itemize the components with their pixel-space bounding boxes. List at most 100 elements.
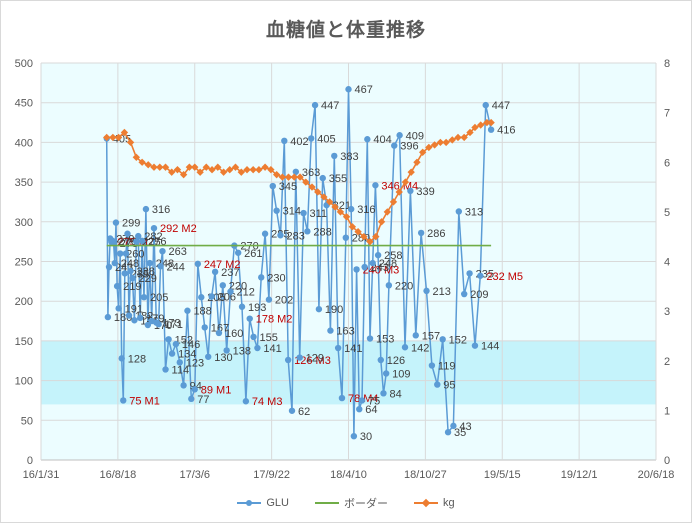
y-tick-label-left: 0 [27,455,33,467]
glu-point [135,232,142,240]
kg-point [407,168,415,176]
kg-point [413,158,421,166]
glu-data-label: 114 [172,364,190,376]
plot-area: 0501001502002503003504004505000123456781… [15,58,675,481]
y-tick-label-right: 8 [664,58,670,70]
glu-data-label: 178 M2 [256,314,293,326]
glu-data-label: 396 [400,141,418,153]
glu-point [380,390,387,397]
glu-point [304,228,311,235]
glu-point [353,266,360,273]
glu-point [350,432,358,440]
glu-data-label: 339 [416,186,434,198]
glu-data-label: 288 [313,226,331,238]
glu-point [374,251,382,259]
glu-point [131,317,138,324]
glu-data-label: 141 [263,343,281,355]
glu-point [168,350,176,357]
kg-point [342,213,351,221]
glu-point [112,219,120,226]
y-tick-label-left: 200 [15,296,33,308]
glu-point [319,174,326,182]
glu-point [246,315,253,322]
kg-point [109,133,117,142]
glu-data-label: 35 [454,427,466,439]
glu-data-label: 220 [395,280,413,292]
y-tick-label-left: 350 [15,177,33,189]
kg-point [308,183,316,191]
glu-point [428,362,436,369]
glu-data-label: 316 [357,204,375,216]
glu-data-label: 263 [168,246,186,258]
glu-point [194,260,202,268]
glu-point [155,321,162,328]
kg-point [448,136,456,144]
kg-point [185,163,194,171]
glu-point [188,395,195,403]
glu-data-label: 163 [336,326,354,338]
glu-data-label: 144 [481,341,499,353]
glu-point [234,249,242,256]
legend: GLU ボーダー kg [1,495,691,511]
glu-data-label: 202 [275,295,293,307]
glu-point [254,344,261,352]
glu-point [396,132,403,139]
glu-data-label: 286 [427,228,445,240]
kg-point [401,178,410,186]
glu-data-label: 152 [175,334,193,346]
x-tick-label: 19/12/1 [561,469,598,481]
glu-data-label: 238 [137,266,155,278]
glu-point [242,398,250,405]
legend-label-glu: GLU [266,497,289,509]
kg-point [336,208,345,216]
glu-point [455,208,463,215]
glu-data-label: 95 [443,380,455,392]
glu-point [347,205,355,213]
glu-data-label: 43 [459,421,471,433]
kg-point [284,173,293,181]
y-tick-label-right: 5 [664,207,670,219]
glu-data-label: 134 [178,349,196,361]
glu-point [142,205,150,213]
glu-point [315,305,323,313]
glu-data-label: 126 M3 [294,355,331,367]
legend-swatch-glu [237,500,262,506]
glu-point [180,382,187,389]
glu-point [377,356,384,364]
y-tick-label-left: 50 [21,415,33,427]
legend-label-border: ボーダー [344,498,388,510]
glu-point [292,168,300,175]
glu-point [407,187,414,195]
glu-data-label: 260 [126,249,144,261]
legend-label-kg: kg [443,497,455,509]
glu-data-label: 404 [373,134,391,146]
glu-point [423,287,430,295]
x-tick-label: 18/4/10 [330,469,367,481]
glu-point [113,282,121,290]
glu-point [172,340,180,348]
glu-data-label: 152 [449,334,467,346]
kg-point [460,133,468,142]
glu-point [118,355,125,362]
glu-data-label: 62 [298,406,310,418]
glu-data-label: 205 [150,292,168,304]
legend-item-kg: kg [414,495,455,511]
kg-point [208,166,216,174]
kg-point [255,166,263,174]
glu-point [300,209,307,217]
glu-data-label: 232 M5 [486,271,523,283]
glu-point [146,259,153,267]
y-tick-label-right: 3 [664,306,670,318]
glu-point [127,267,134,275]
kg-point [454,133,462,142]
x-tick-label: 18/10/27 [404,469,447,481]
glu-data-label: 153 [376,334,394,346]
glu-data-label: 292 M2 [160,223,197,235]
glu-point [269,182,276,190]
x-tick-label: 16/8/18 [100,469,137,481]
glu-point [162,366,169,373]
glu-point [136,314,144,322]
glu-data-label: 84 [389,388,401,400]
kg-point [138,158,146,166]
